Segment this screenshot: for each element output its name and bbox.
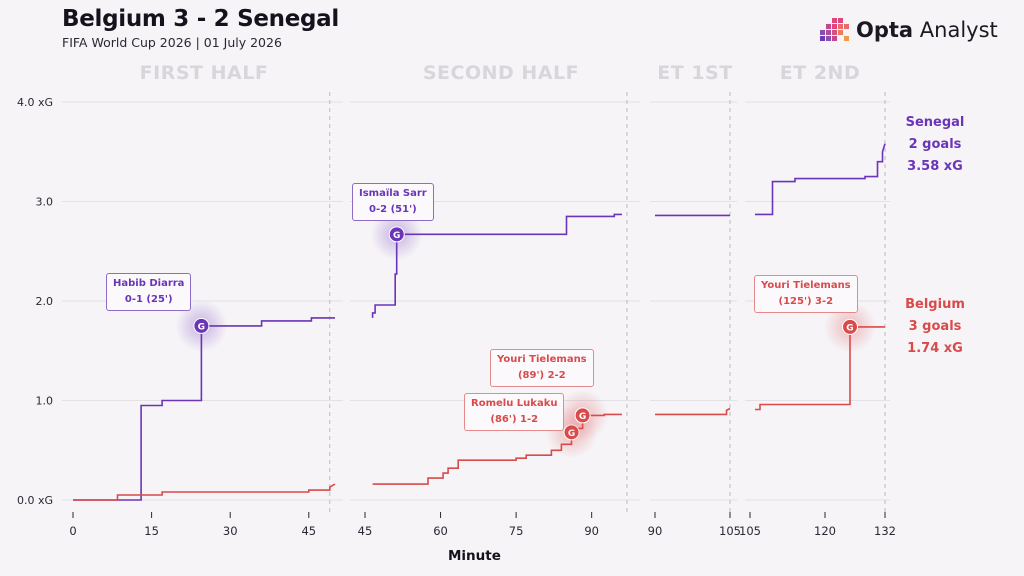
panel-gap-0 [343, 92, 350, 512]
x-tick-label: 75 [509, 524, 524, 538]
chart-title: Belgium 3 - 2 Senegal [62, 6, 339, 32]
senegal-goals: 2 goals [908, 137, 962, 152]
goal-marker [574, 407, 591, 424]
x-tick-label: 90 [648, 524, 663, 538]
belgium-xg-line-2 [655, 407, 731, 416]
panel-label-0: FIRST HALF [140, 62, 269, 84]
y-tick-label: 4.0 xG [17, 96, 53, 109]
panel-label-1: SECOND HALF [423, 62, 579, 84]
senegal-xg: 3.58 xG [907, 159, 963, 174]
panel-gap-1 [640, 92, 650, 512]
belgium-xg: 1.74 xG [907, 341, 963, 356]
goal-marker-label: G [198, 322, 205, 332]
y-tick-label: 3.0 [36, 196, 54, 209]
panel-label-2: ET 1ST [657, 62, 732, 84]
belgium-goals: 3 goals [908, 319, 962, 334]
panel-gap-2 [737, 92, 745, 512]
x-tick-label: 120 [814, 524, 836, 538]
goal-callout-tielemans-125: Youri Tielemans (125') 3-2 [754, 275, 858, 313]
y-tick-label: 2.0 [36, 295, 54, 308]
goal-marker [193, 317, 210, 334]
x-axis-title: Minute [448, 548, 501, 564]
goal-callout-diarra: Habib Diarra 0-1 (25') [106, 273, 192, 311]
goal-marker-label: G [393, 231, 400, 241]
goal-callout-lukaku: Romelu Lukaku (86') 1-2 [464, 393, 565, 431]
belgium-xg-line-0 [73, 483, 336, 501]
x-tick-label: 60 [433, 524, 448, 538]
logo-mark-icon [818, 15, 852, 45]
y-tick-label: 1.0 [36, 395, 54, 408]
senegal-xg-line-3 [755, 143, 886, 216]
senegal-name: Senegal [905, 115, 965, 130]
panel-label-3: ET 2ND [780, 62, 860, 84]
goal-marker [388, 226, 405, 243]
x-tick-label: 30 [223, 524, 238, 538]
opta-analyst-logo: Opta Analyst [818, 15, 998, 45]
x-tick-label: 132 [874, 524, 896, 538]
senegal-summary: Senegal 2 goals 3.58 xG [890, 112, 980, 178]
chart-subtitle: FIFA World Cup 2026 | 01 July 2026 [62, 35, 282, 50]
x-tick-label: 90 [584, 524, 599, 538]
x-tick-label: 105 [719, 524, 741, 538]
x-tick-label: 45 [301, 524, 316, 538]
belgium-name: Belgium [905, 297, 965, 312]
goal-callout-tielemans-89: Youri Tielemans (89') 2-2 [490, 349, 594, 387]
goal-callout-sarr: Ismaïla Sarr 0-2 (51') [352, 183, 434, 221]
x-tick-label: 105 [739, 524, 761, 538]
senegal-xg-line-1 [371, 213, 622, 318]
x-tick-label: 0 [69, 524, 76, 538]
goal-marker-label: G [579, 412, 586, 422]
logo-text: Opta Analyst [856, 18, 998, 42]
y-tick-label: 0.0 xG [17, 494, 53, 507]
x-tick-label: 45 [358, 524, 373, 538]
senegal-xg-line-0 [73, 317, 335, 501]
goal-marker-label: G [846, 323, 853, 333]
goal-marker [842, 318, 858, 335]
x-tick-label: 15 [144, 524, 159, 538]
belgium-summary: Belgium 3 goals 1.74 xG [890, 294, 980, 360]
